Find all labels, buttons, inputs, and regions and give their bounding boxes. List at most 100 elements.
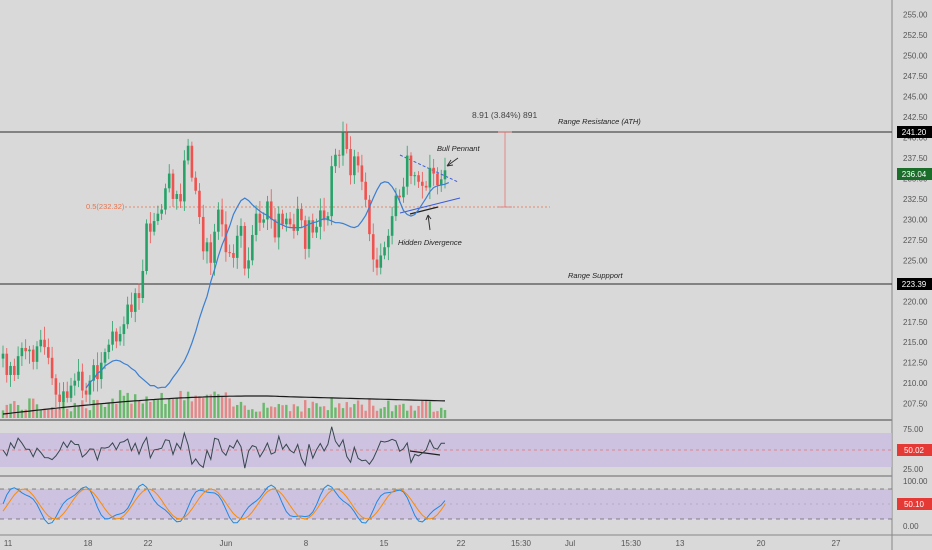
volume-bar: [81, 400, 84, 418]
volume-bar: [292, 404, 296, 418]
range-resistance-label: Range Resistance (ATH): [558, 117, 641, 126]
candle-body: [356, 156, 360, 166]
volume-bar: [137, 400, 141, 418]
candle-body: [171, 173, 175, 199]
volume-bar: [345, 402, 348, 418]
candle-body: [398, 195, 401, 198]
candle-body: [145, 223, 148, 271]
volume-bar: [77, 405, 80, 418]
candle-body: [141, 270, 145, 299]
time-tick: 18: [84, 539, 93, 548]
volume-bar: [24, 409, 27, 418]
volume-bar: [103, 406, 107, 418]
volume-bar: [198, 396, 201, 418]
volume-bar: [194, 395, 197, 418]
volume-bar: [285, 404, 288, 418]
candle-body: [126, 304, 129, 325]
stoch-value-text: 50.10: [904, 500, 925, 509]
candle-body: [300, 208, 303, 221]
candle-body: [375, 259, 379, 268]
volume-bar: [13, 401, 16, 418]
candles: [1, 121, 447, 410]
moving-average-line: [85, 181, 450, 389]
volume-bar: [54, 408, 58, 418]
price-tick: 225.00: [903, 256, 928, 265]
price-tick: 255.00: [903, 11, 928, 20]
price-axis[interactable]: 255.00 252.50 250.00 247.50 245.00 242.50 240.…: [903, 11, 928, 409]
volume-bar: [213, 391, 216, 418]
candle-body: [16, 356, 20, 375]
rsi-value-badge: [897, 444, 932, 456]
volume-bar: [251, 409, 254, 418]
price-tick: 250.00: [903, 52, 928, 61]
time-tick: 15:30: [511, 539, 532, 548]
rsi-tick: 75.00: [903, 425, 924, 434]
volume-bar: [66, 408, 69, 418]
volume-bar: [417, 405, 420, 418]
volume-bar: [58, 408, 61, 418]
volume-bar: [145, 396, 148, 418]
candle-body: [330, 166, 333, 217]
stoch-tick: 0.00: [903, 522, 919, 531]
support-badge-text: 223.39: [902, 280, 927, 289]
candle-body: [167, 173, 171, 189]
candle-body: [296, 208, 299, 231]
pennant-lower-line[interactable]: [399, 197, 461, 214]
volume-bar: [183, 400, 186, 418]
candle-body: [337, 154, 341, 156]
volume-bar: [326, 410, 330, 418]
volume-bar: [375, 410, 379, 418]
volume-bar: [179, 390, 182, 418]
volume-bar: [364, 410, 367, 418]
volume-bar: [62, 401, 65, 418]
volume-bar: [273, 407, 277, 418]
resistance-badge-text: 241.20: [902, 128, 927, 137]
volume-bar: [107, 402, 110, 418]
volume-bar: [73, 402, 76, 418]
pennant-arrow-icon: [446, 157, 459, 167]
candle-body: [77, 371, 80, 381]
price-tick: 207.50: [903, 400, 928, 409]
bull-pennant-label: Bull Pennant: [437, 144, 480, 153]
candle-body: [5, 353, 9, 375]
candle-body: [47, 347, 50, 358]
volume-bar: [39, 409, 42, 418]
candle-body: [50, 357, 54, 379]
time-axis[interactable]: 11 18 22 Jun 8 15 22 15:30 Jul 15:30 13 20 27: [4, 539, 841, 548]
rsi-line: [2, 426, 446, 469]
candle-body: [251, 234, 254, 261]
rsi-divergence-line[interactable]: [409, 450, 441, 456]
volume-bar: [130, 403, 133, 418]
volume-bar: [84, 408, 88, 418]
volume-bar: [111, 398, 114, 418]
candle-body: [303, 220, 307, 249]
candle-body: [9, 365, 12, 375]
time-tick: 8: [304, 539, 309, 548]
volume-bar: [432, 411, 435, 418]
volume-bar: [186, 391, 190, 418]
volume-bar: [398, 404, 401, 418]
price-tick: 240.00: [903, 134, 928, 143]
candle-body: [319, 210, 322, 227]
price-tick: 227.50: [903, 236, 928, 245]
volume-bar: [428, 401, 432, 418]
candle-body: [443, 170, 447, 180]
candle-body: [424, 185, 428, 188]
candle-body: [152, 221, 156, 232]
candle-body: [179, 194, 182, 202]
volume-bar: [156, 399, 160, 418]
divergence-line[interactable]: [409, 206, 439, 215]
price-tick: 242.50: [903, 113, 928, 122]
volume-bar: [190, 401, 194, 418]
candle-body: [254, 213, 258, 235]
price-tick: 252.50: [903, 31, 928, 40]
hidden-divergence-label: Hidden Divergence: [398, 238, 462, 247]
time-tick: 13: [676, 539, 685, 548]
candle-body: [107, 344, 111, 353]
volume-bar: [202, 398, 205, 418]
resistance-badge: [897, 126, 932, 138]
volume-bar: [205, 394, 209, 418]
volume-bar: [311, 401, 314, 418]
